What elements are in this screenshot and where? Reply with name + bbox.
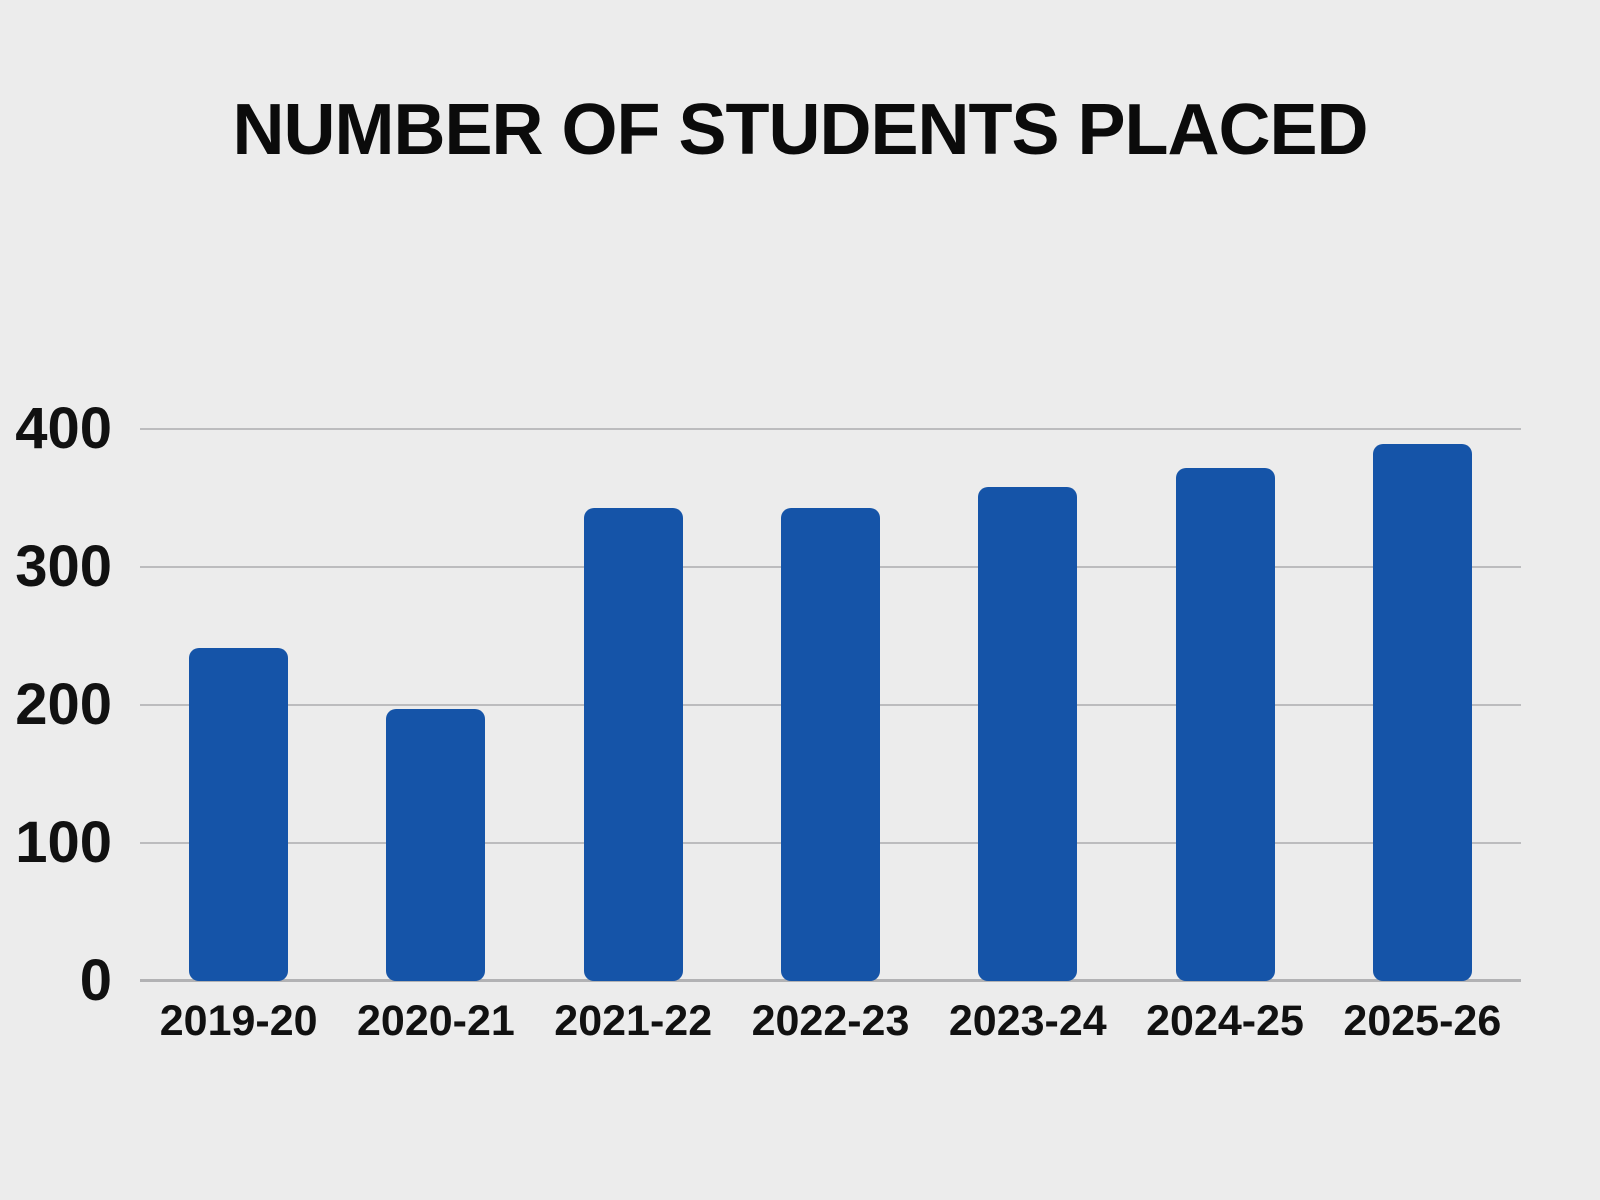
y-axis-tick-label: 400 bbox=[15, 396, 112, 461]
x-axis-tick-label: 2020-21 bbox=[357, 997, 515, 1045]
bar-2019-20 bbox=[189, 648, 289, 981]
x-axis-tick-label: 2022-23 bbox=[751, 997, 910, 1045]
x-axis-tick-label: 2021-22 bbox=[554, 997, 713, 1045]
x-axis-tick-label: 2019-20 bbox=[159, 997, 318, 1045]
x-axis-tick-label: 2024-25 bbox=[1146, 997, 1304, 1045]
gridline-y-400 bbox=[140, 428, 1521, 430]
plot-area bbox=[140, 428, 1521, 982]
y-axis-tick-label: 100 bbox=[15, 810, 112, 875]
x-axis-tick-label: 2023-24 bbox=[948, 997, 1107, 1045]
bar-2023-24 bbox=[978, 486, 1078, 981]
x-axis: 2019-20 2020-21 2021-22 2022-23 2023-24 2024-… bbox=[140, 996, 1521, 1046]
y-axis-tick-label: 300 bbox=[15, 534, 112, 599]
y-axis-tick-label: 0 bbox=[79, 948, 112, 1013]
y-axis-tick-label: 200 bbox=[15, 672, 112, 737]
bar-2025-26 bbox=[1372, 444, 1472, 981]
y-axis: 0 100 200 300 400 bbox=[0, 400, 112, 1010]
chart-title: NUMBER OF STUDENTS PLACED bbox=[232, 90, 1368, 170]
x-axis-tick-label: 2025-26 bbox=[1343, 997, 1502, 1045]
bar-2021-22 bbox=[583, 507, 683, 981]
bar-2024-25 bbox=[1175, 467, 1275, 981]
bar-2022-23 bbox=[781, 507, 880, 981]
bar-2020-21 bbox=[386, 709, 486, 981]
